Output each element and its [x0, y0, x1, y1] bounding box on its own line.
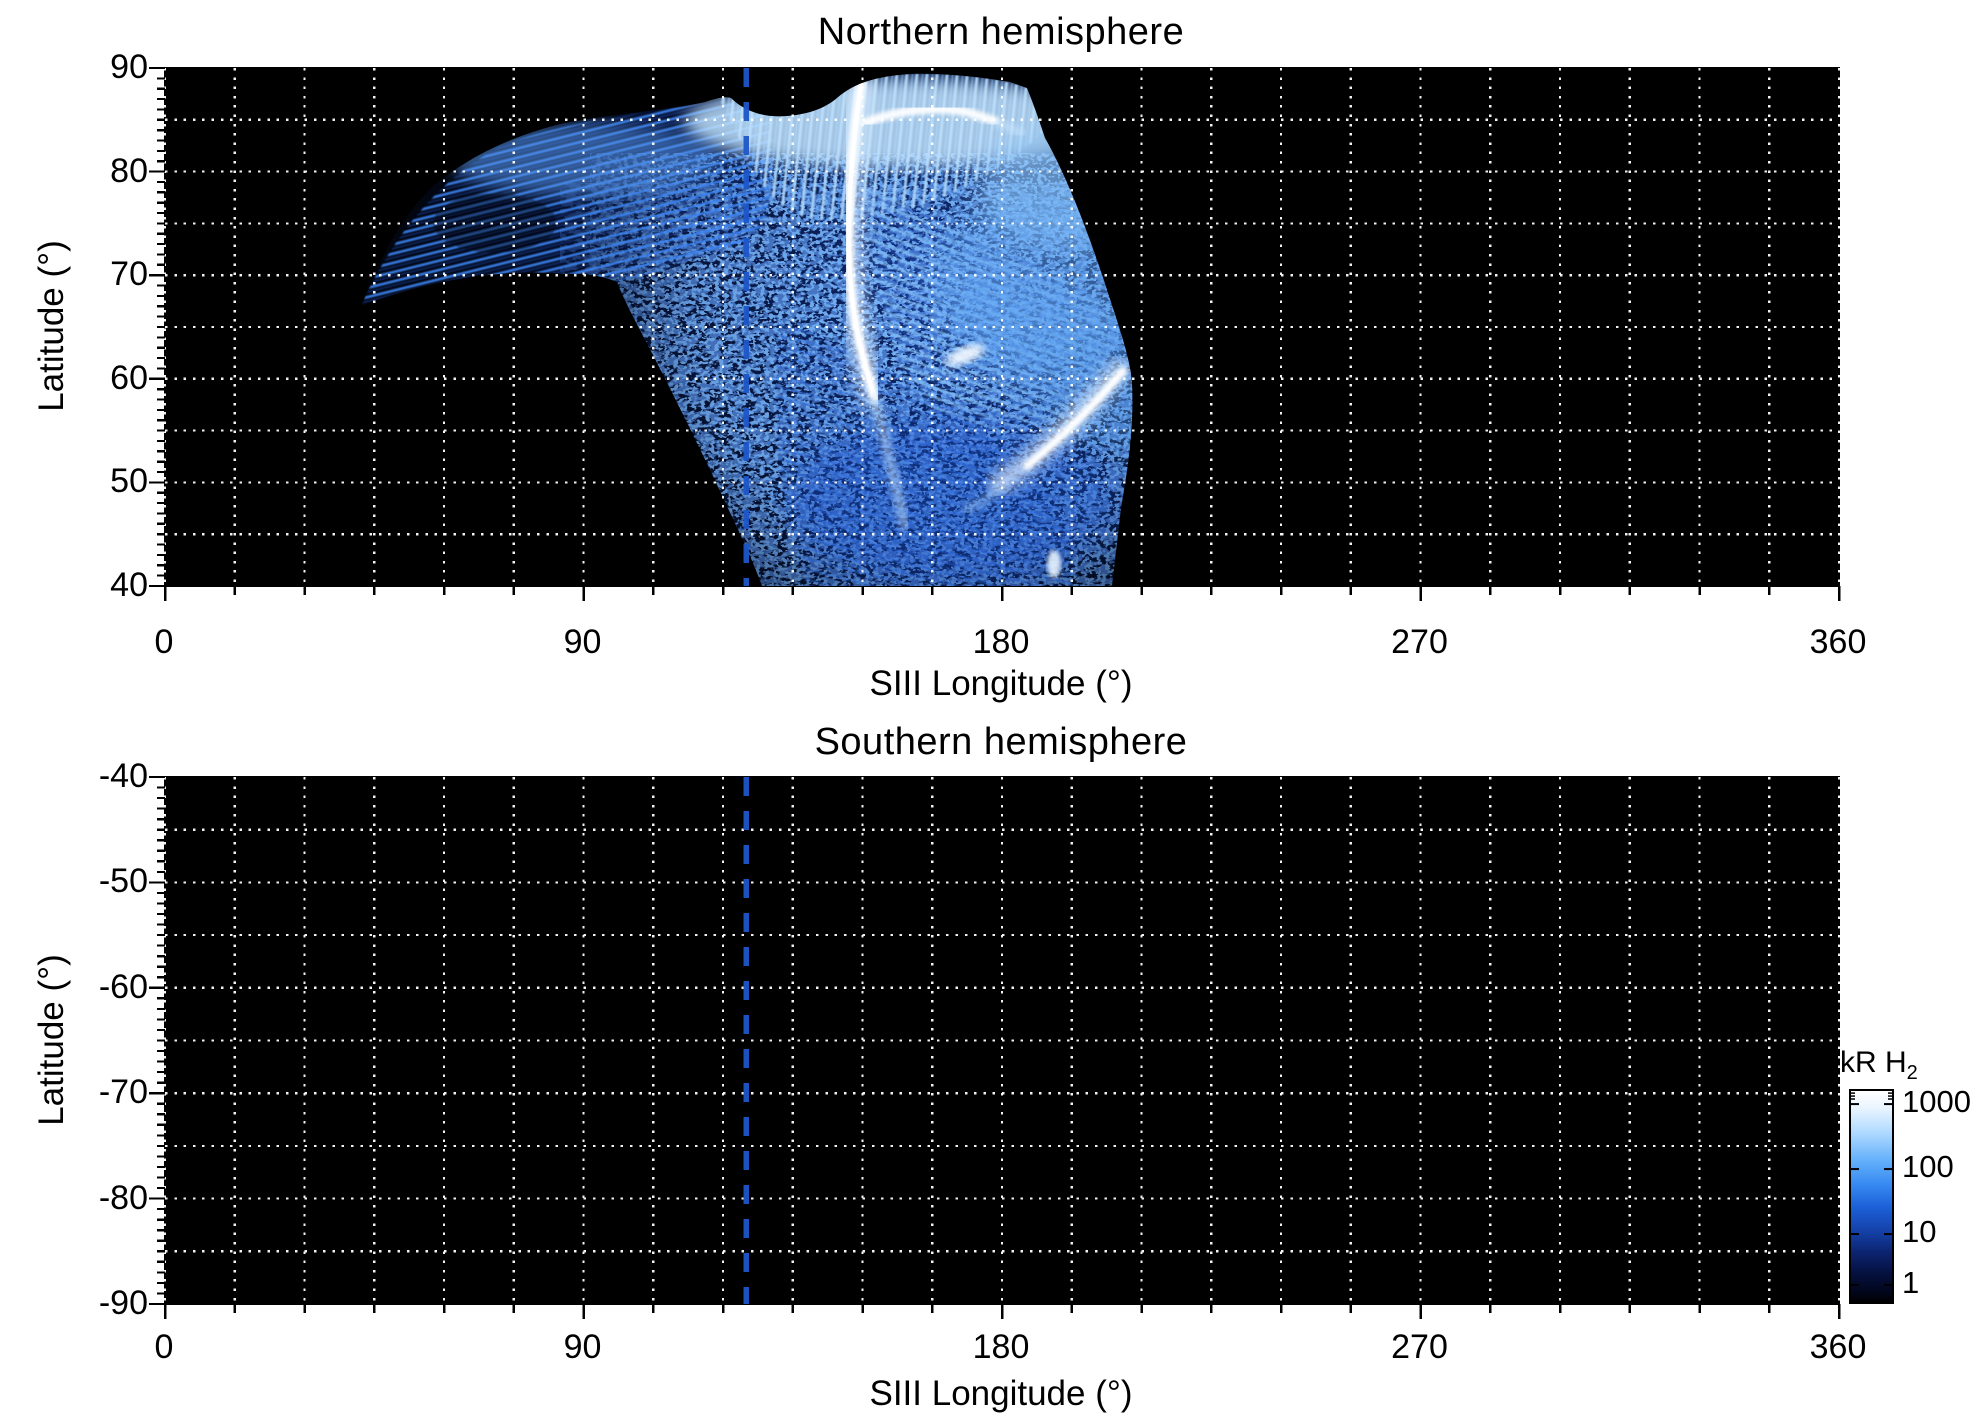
south-x-axis-title: SIII Longitude (°) [869, 1374, 1133, 1413]
north-plot-area [149, 66, 1841, 601]
colorbar [1849, 1089, 1894, 1304]
aurora-bright-arcs [836, 73, 1130, 530]
aurora-bright-spots [945, 344, 1061, 578]
colorbar-tick-label: 10 [1902, 1214, 1937, 1250]
x-tick-label: 270 [1391, 1328, 1448, 1366]
x-tick-label: 0 [154, 623, 174, 661]
y-tick-label: 90 [110, 48, 148, 86]
x-tick-label: 180 [972, 1328, 1030, 1366]
x-tick-label: 360 [1809, 1328, 1867, 1366]
x-tick-label: 270 [1391, 623, 1448, 661]
y-tick-label: 80 [110, 151, 148, 190]
colorbar-ticks [1851, 1092, 1892, 1286]
x-tick-label: 90 [563, 1328, 602, 1366]
colorbar-tick-label: 100 [1902, 1149, 1954, 1185]
y-tick-label: 50 [110, 462, 148, 501]
y-tick-label: -60 [98, 967, 148, 1006]
south-plot-area [149, 775, 1841, 1319]
north-y-axis-title: Latitude (°) [32, 240, 71, 412]
colorbar-tick-label: 1000 [1902, 1084, 1971, 1120]
north-grid-and-ticks [149, 66, 1841, 601]
x-tick-label: 360 [1809, 623, 1867, 661]
y-tick-label: -40 [98, 757, 148, 795]
north-aurora-emission-image [361, 73, 1133, 586]
y-tick-label: 40 [110, 566, 148, 604]
colorbar-tick-label: 1 [1902, 1264, 1920, 1300]
x-tick-label: 0 [154, 1328, 174, 1366]
south-panel-title: Southern hemisphere [814, 721, 1188, 763]
south-y-axis-title: Latitude (°) [32, 954, 71, 1126]
y-tick-label: -70 [98, 1073, 148, 1112]
south-grid-and-ticks [149, 775, 1841, 1319]
y-tick-label: -80 [98, 1178, 148, 1217]
y-tick-label: -90 [98, 1284, 148, 1322]
north-panel-title: Northern hemisphere [817, 11, 1185, 53]
x-tick-label: 180 [972, 623, 1030, 661]
y-tick-label: 60 [110, 358, 148, 397]
y-tick-label: -50 [98, 862, 148, 901]
colorbar-title: kR H2 [1840, 1046, 1918, 1084]
y-tick-label: 70 [110, 255, 148, 294]
north-x-axis-title: SIII Longitude (°) [869, 664, 1133, 703]
x-tick-label: 90 [563, 623, 602, 661]
